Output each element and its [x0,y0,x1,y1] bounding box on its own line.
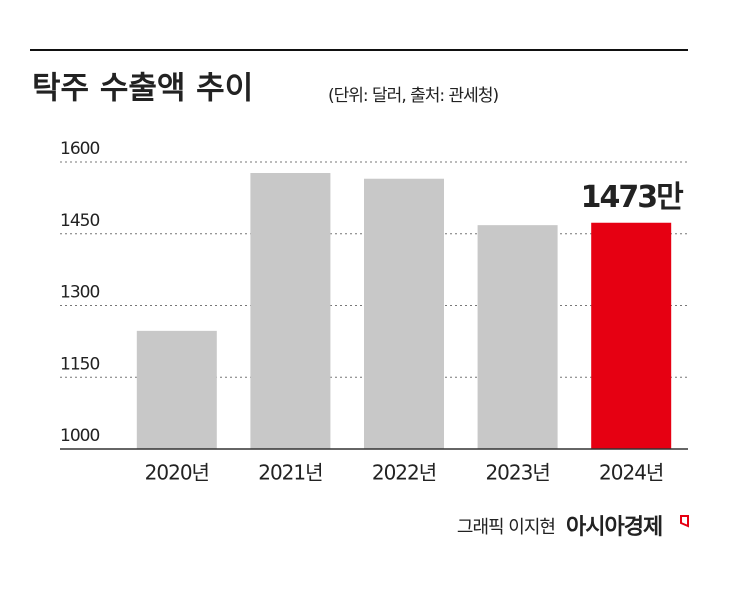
brand: 아시아경제 [566,515,662,540]
chart-title: 탁주 수출액 추이 [32,71,253,107]
y-tick-label: 1300 [60,283,99,303]
credit: 그래픽 이지현 [457,517,555,538]
y-tick-label: 1600 [60,139,99,159]
y-tick-label: 1150 [60,354,99,374]
bar [250,173,331,450]
bar [591,222,672,449]
bar [477,225,558,449]
y-tick-label: 1000 [60,426,99,446]
x-tick-label: 2023년 [485,461,549,485]
value-label: 1473만 [581,180,684,215]
bar [364,178,444,449]
brand-icon [680,515,689,528]
x-tick-label: 2021년 [258,461,322,485]
x-tick-label: 2024년 [599,461,663,485]
y-tick-label: 1450 [60,211,99,231]
x-tick-label: 2022년 [372,461,436,485]
chart-subtitle: (단위: 달러, 출처: 관세청) [328,86,498,106]
x-tick-label: 2020년 [145,461,209,485]
bar [136,330,217,449]
